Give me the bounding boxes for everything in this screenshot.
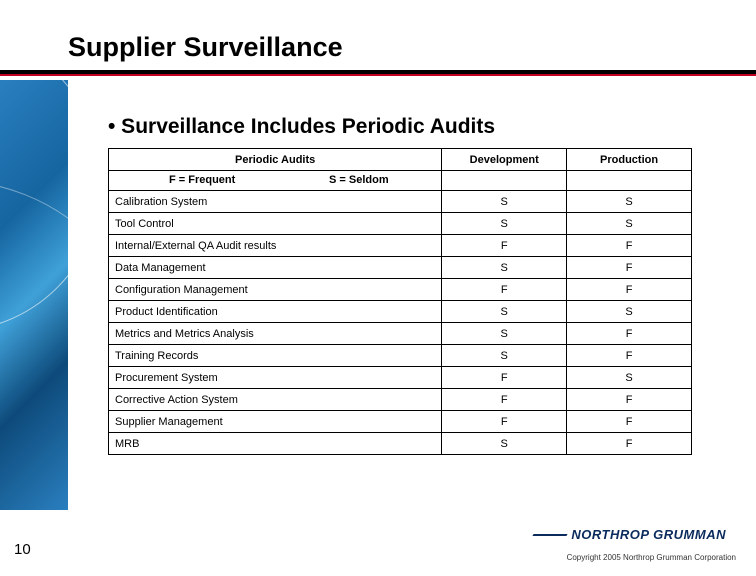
dev-cell: S [442, 301, 567, 323]
prod-cell: F [567, 345, 692, 367]
dev-cell: S [442, 345, 567, 367]
prod-cell: F [567, 279, 692, 301]
dev-cell: F [442, 389, 567, 411]
table-row: Calibration SystemSS [109, 191, 692, 213]
col-header-development: Development [442, 149, 567, 171]
prod-cell: S [567, 213, 692, 235]
legend-empty-prod [567, 171, 692, 191]
prod-cell: S [567, 191, 692, 213]
page-number: 10 [14, 541, 31, 558]
audit-name-cell: Procurement System [109, 367, 442, 389]
prod-cell: S [567, 301, 692, 323]
audit-name-cell: Tool Control [109, 213, 442, 235]
legend-cell: F = Frequent S = Seldom [109, 171, 442, 191]
table-row: Corrective Action SystemFF [109, 389, 692, 411]
table-body: Calibration SystemSSTool ControlSSIntern… [109, 191, 692, 455]
table-row: Product IdentificationSS [109, 301, 692, 323]
audit-name-cell: Internal/External QA Audit results [109, 235, 442, 257]
table-legend-row: F = Frequent S = Seldom [109, 171, 692, 191]
audit-name-cell: MRB [109, 433, 442, 455]
prod-cell: F [567, 257, 692, 279]
audit-name-cell: Supplier Management [109, 411, 442, 433]
table-header-row: Periodic Audits Development Production [109, 149, 692, 171]
audit-name-cell: Corrective Action System [109, 389, 442, 411]
logo: NORTHROP GRUMMAN [533, 527, 726, 542]
legend-frequent: F = Frequent [169, 174, 235, 186]
copyright-text: Copyright 2005 Northrop Grumman Corporat… [567, 553, 736, 562]
prod-cell: F [567, 389, 692, 411]
dev-cell: S [442, 191, 567, 213]
audit-name-cell: Calibration System [109, 191, 442, 213]
table-row: Data ManagementSF [109, 257, 692, 279]
table-row: Training RecordsSF [109, 345, 692, 367]
table-row: Tool ControlSS [109, 213, 692, 235]
dev-cell: F [442, 367, 567, 389]
col-header-audits: Periodic Audits [109, 149, 442, 171]
table-row: Supplier ManagementFF [109, 411, 692, 433]
sidebar-graphic [0, 80, 68, 510]
audit-name-cell: Configuration Management [109, 279, 442, 301]
dev-cell: S [442, 323, 567, 345]
audit-name-cell: Metrics and Metrics Analysis [109, 323, 442, 345]
logo-text: NORTHROP GRUMMAN [571, 527, 726, 542]
legend-empty-dev [442, 171, 567, 191]
table-row: Metrics and Metrics AnalysisSF [109, 323, 692, 345]
col-header-production: Production [567, 149, 692, 171]
prod-cell: F [567, 323, 692, 345]
dev-cell: S [442, 213, 567, 235]
prod-cell: F [567, 433, 692, 455]
prod-cell: F [567, 411, 692, 433]
audits-table: Periodic Audits Development Production F… [108, 148, 692, 455]
audit-name-cell: Product Identification [109, 301, 442, 323]
table-row: MRBSF [109, 433, 692, 455]
dev-cell: S [442, 433, 567, 455]
table-row: Procurement SystemFS [109, 367, 692, 389]
prod-cell: S [567, 367, 692, 389]
legend-seldom: S = Seldom [329, 174, 389, 186]
page-title: Supplier Surveillance [68, 32, 343, 63]
dev-cell: F [442, 279, 567, 301]
bullet-heading: • Surveillance Includes Periodic Audits [108, 115, 495, 139]
dev-cell: F [442, 235, 567, 257]
table-row: Configuration ManagementFF [109, 279, 692, 301]
dev-cell: S [442, 257, 567, 279]
accent-line [0, 70, 756, 74]
logo-dash-icon [533, 534, 568, 536]
prod-cell: F [567, 235, 692, 257]
audit-name-cell: Data Management [109, 257, 442, 279]
audit-name-cell: Training Records [109, 345, 442, 367]
dev-cell: F [442, 411, 567, 433]
table-row: Internal/External QA Audit resultsFF [109, 235, 692, 257]
